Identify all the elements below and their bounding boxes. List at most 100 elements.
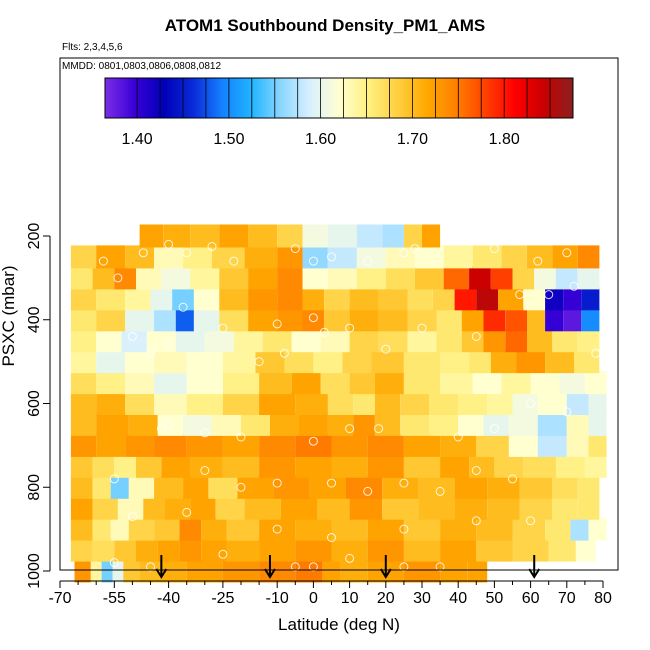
heatmap-cell xyxy=(302,308,325,332)
heatmap-cell xyxy=(248,308,278,332)
heatmap-cell xyxy=(581,308,600,332)
heatmap-cell xyxy=(555,454,585,478)
heatmap-cell xyxy=(349,287,379,311)
heatmap-cell xyxy=(270,412,299,436)
heatmap-cell xyxy=(429,392,459,415)
heatmap-cell xyxy=(563,308,582,332)
heatmap-cell xyxy=(154,371,187,395)
heatmap-cell xyxy=(259,392,296,415)
heatmap-cell xyxy=(371,350,404,374)
heatmap-cell xyxy=(440,433,477,457)
heatmap-cell xyxy=(212,412,241,436)
heatmap-cell xyxy=(378,329,408,353)
sample-point xyxy=(345,323,355,333)
heatmap-cell xyxy=(458,412,484,436)
heatmap-cell xyxy=(128,412,158,436)
heatmap-cell xyxy=(295,454,332,478)
heatmap-cell xyxy=(201,538,227,562)
colorbar-tick-label: 1.60 xyxy=(305,131,336,148)
heatmap-cell xyxy=(163,224,191,248)
heatmap-cell xyxy=(501,371,531,395)
sample-point xyxy=(279,348,289,358)
heatmap-cell xyxy=(136,266,162,290)
x-tick-label: 10 xyxy=(341,590,359,607)
heatmap-cell xyxy=(190,224,220,248)
heatmap-cell xyxy=(277,224,303,248)
heatmap-cell xyxy=(519,475,553,499)
sample-point xyxy=(435,486,445,496)
heatmap-cell xyxy=(92,454,115,478)
heatmap-cell xyxy=(219,308,249,332)
heatmap-cell xyxy=(125,287,151,311)
heatmap-cell xyxy=(382,496,419,520)
heatmap-cell xyxy=(548,538,576,562)
heatmap-cell xyxy=(175,329,205,353)
heatmap-cell xyxy=(440,538,477,562)
heatmap-cell xyxy=(440,559,468,583)
heatmap-cell xyxy=(295,538,332,562)
heatmap-cell xyxy=(342,350,372,374)
heatmap-cell xyxy=(70,496,93,520)
heatmap-cell xyxy=(248,287,278,311)
heatmap-cell xyxy=(407,329,437,353)
heatmap-cell xyxy=(70,287,97,311)
heatmap-cell xyxy=(226,517,260,541)
sample-point xyxy=(308,436,318,446)
heatmap-cell xyxy=(96,392,126,415)
heatmap-cell xyxy=(110,517,129,541)
heatmap-cell xyxy=(186,371,223,395)
heatmap-cell xyxy=(476,538,513,562)
heatmap-cell xyxy=(418,475,455,499)
heatmap-cell xyxy=(186,433,223,457)
heatmap-cell xyxy=(125,371,155,395)
heatmap-cell xyxy=(566,392,589,415)
heatmap-cell xyxy=(179,538,202,562)
sample-point xyxy=(178,302,188,312)
heatmap-cell xyxy=(403,371,441,395)
heatmap-cell xyxy=(222,433,260,457)
heatmap-cell xyxy=(96,350,126,374)
heatmap-cell xyxy=(429,412,459,436)
heatmap-cell xyxy=(96,287,126,311)
heatmap-cell xyxy=(400,412,430,436)
heatmap-cell xyxy=(385,266,415,290)
heatmap-cell xyxy=(505,308,527,332)
sample-point xyxy=(544,290,554,300)
sample-points xyxy=(98,239,601,572)
heatmap-cell xyxy=(577,496,600,520)
heatmap-cell xyxy=(476,287,498,311)
heatmap-cell xyxy=(461,329,484,353)
heatmap-cell xyxy=(154,392,187,415)
heatmap-cell xyxy=(201,517,227,541)
colorbar-gradient xyxy=(104,77,574,119)
sample-point xyxy=(471,332,481,341)
heatmap-cell xyxy=(241,412,270,436)
sample-point xyxy=(381,344,391,354)
heatmap-cell xyxy=(537,433,567,457)
sample-point xyxy=(308,313,318,323)
heatmap-cell xyxy=(320,371,350,395)
sample-point xyxy=(127,332,137,341)
heatmap-cell xyxy=(458,392,488,415)
heatmap-cell xyxy=(183,475,209,499)
x-tick-label: 60 xyxy=(522,590,540,607)
heatmap-cell xyxy=(476,433,509,457)
sample-point xyxy=(399,562,409,572)
y-tick-label: 400 xyxy=(26,306,43,333)
sample-point xyxy=(435,562,445,572)
heatmap-cell xyxy=(222,559,260,583)
heatmap-cell xyxy=(588,412,607,436)
heatmap-cell xyxy=(403,350,441,374)
heatmap-cell xyxy=(302,287,325,311)
heatmap-cell xyxy=(161,266,191,290)
latitude-arrow xyxy=(379,555,392,579)
heatmap-cell xyxy=(403,433,441,457)
heatmap-cell xyxy=(327,392,354,415)
heatmap-cell xyxy=(519,496,553,520)
heatmap-cell xyxy=(588,517,607,541)
x-tick-label: -40 xyxy=(157,590,180,607)
sample-point xyxy=(515,290,525,300)
heatmap-cell xyxy=(530,371,560,395)
sample-point xyxy=(156,424,166,434)
sample-point xyxy=(98,256,108,266)
